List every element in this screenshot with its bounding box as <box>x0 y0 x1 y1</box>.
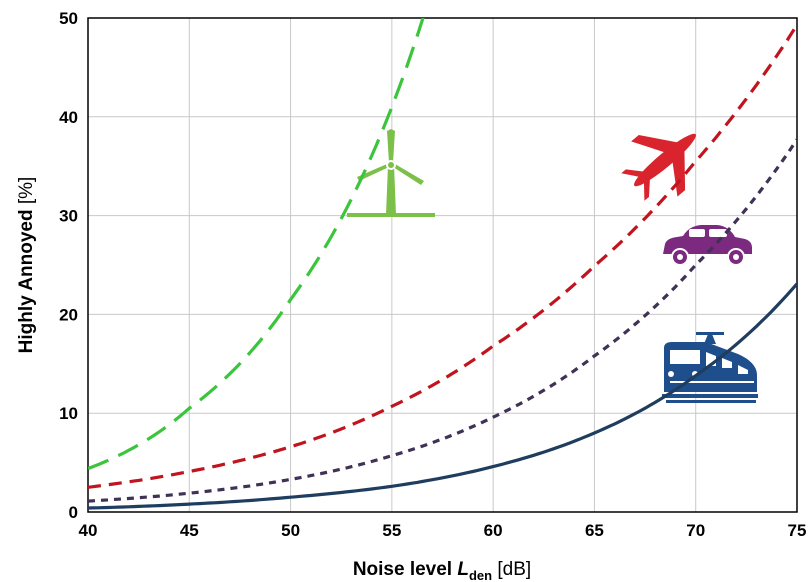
y-tick-label: 0 <box>69 503 78 522</box>
series-line-car <box>88 138 797 503</box>
series-line-airplane <box>88 24 797 489</box>
y-axis-label-unit: [%] <box>16 177 37 204</box>
series-line-wind-turbine <box>88 18 425 470</box>
x-tick-label: 40 <box>79 521 98 540</box>
gridlines <box>87 17 798 513</box>
x-axis-label-symbol: L <box>457 559 469 580</box>
x-tick-label: 45 <box>180 521 199 540</box>
y-axis-title: Highly Annoyed [%] <box>16 177 37 354</box>
y-axis-label-main: Highly Annoyed <box>16 204 37 353</box>
x-tick-labels: 40 45 50 55 60 65 70 75 <box>79 521 807 540</box>
x-tick-label: 65 <box>585 521 604 540</box>
car-icon <box>663 225 752 266</box>
y-tick-label: 30 <box>59 207 78 226</box>
y-tick-labels: 0 10 20 30 40 50 <box>59 9 78 522</box>
x-tick-label: 55 <box>382 521 401 540</box>
airplane-icon <box>621 133 696 201</box>
x-tick-label: 75 <box>788 521 807 540</box>
plot-area <box>87 17 798 513</box>
x-tick-label: 60 <box>484 521 503 540</box>
y-tick-label: 20 <box>59 305 78 324</box>
wind-turbine-icon <box>347 129 435 217</box>
y-tick-label: 50 <box>59 9 78 28</box>
train-icon <box>662 332 758 403</box>
x-tick-label: 70 <box>686 521 705 540</box>
x-axis-label-main: Noise level <box>353 559 458 580</box>
series-lines <box>88 18 797 510</box>
x-axis-title: Noise level Lden [dB] <box>353 559 531 582</box>
y-tick-label: 10 <box>59 404 78 423</box>
x-tick-label: 50 <box>281 521 300 540</box>
mode-icons <box>347 129 758 403</box>
x-axis-label-unit: [dB] <box>492 559 531 580</box>
x-axis-label-subscript: den <box>469 568 492 582</box>
y-tick-label: 40 <box>59 108 78 127</box>
series-line-train <box>88 282 797 510</box>
